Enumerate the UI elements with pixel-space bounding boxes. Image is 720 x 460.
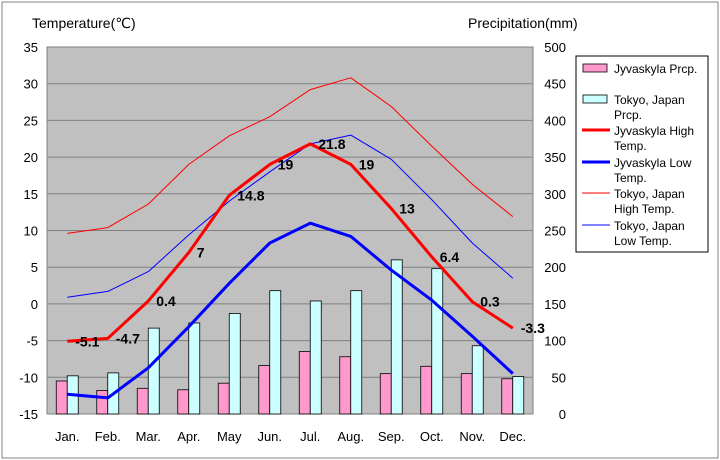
right-tick-label: 50 bbox=[552, 370, 566, 385]
high-temp-data-label: 19 bbox=[278, 156, 294, 172]
right-tick-label: 350 bbox=[544, 150, 566, 165]
right-tick-label: 500 bbox=[544, 40, 566, 55]
right-tick-label: 0 bbox=[559, 407, 566, 422]
legend-label: Jyvaskyla High Temp. bbox=[614, 124, 694, 153]
high-temp-data-label: -3.3 bbox=[521, 320, 545, 336]
gridlines bbox=[47, 83, 533, 378]
right-tick-label: 100 bbox=[544, 334, 566, 349]
tokyo-japan-prcp-bar bbox=[309, 300, 322, 415]
left-tick-label: 15 bbox=[24, 187, 38, 202]
x-tick-label: Nov. bbox=[459, 429, 485, 444]
jyvaskyla-prcp-bar bbox=[298, 351, 311, 415]
right-tick-label: 150 bbox=[544, 297, 566, 312]
jyvaskyla-prcp-bar bbox=[217, 382, 230, 415]
tokyo-japan-prcp-bar bbox=[188, 322, 201, 415]
legend-label: Tokyo, Japan Low Temp. bbox=[614, 219, 685, 248]
jyvaskyla-prcp-bar bbox=[136, 387, 149, 415]
legend-swatch bbox=[582, 94, 608, 104]
left-tick-label: 5 bbox=[31, 260, 38, 275]
lines-layer bbox=[67, 77, 514, 400]
left-tick-label: 30 bbox=[24, 77, 38, 92]
x-tick-label: Feb. bbox=[95, 429, 121, 444]
tokyo-japan-prcp-bar bbox=[390, 259, 403, 415]
left-tick-label: 20 bbox=[24, 150, 38, 165]
right-axis-title: Precipitation(mm) bbox=[468, 15, 578, 31]
right-tick-label: 450 bbox=[544, 77, 566, 92]
left-tick-label: 10 bbox=[24, 224, 38, 239]
jyvaskyla-prcp-bar bbox=[460, 373, 473, 415]
right-tick-label: 400 bbox=[544, 113, 566, 128]
high-temp-data-label: 13 bbox=[399, 200, 415, 216]
left-tick-label: 35 bbox=[24, 40, 38, 55]
high-temp-data-label: 7 bbox=[197, 245, 205, 261]
legend-label: Jyvaskyla Low Temp. bbox=[614, 156, 692, 185]
tokyo-japan-prcp-bar bbox=[147, 327, 160, 415]
x-tick-label: Apr. bbox=[177, 429, 200, 444]
jyvaskyla-prcp-bar bbox=[96, 390, 109, 415]
left-tick-label: -5 bbox=[26, 334, 38, 349]
left-tick-label: -15 bbox=[19, 407, 38, 422]
left-tick-label: -10 bbox=[19, 370, 38, 385]
high-temp-data-label: 0.4 bbox=[156, 293, 176, 309]
tokyo-japan-prcp-bar bbox=[269, 290, 282, 415]
x-tick-label: Sep. bbox=[378, 429, 405, 444]
x-tick-label: Oct. bbox=[420, 429, 444, 444]
x-tick-label: Jun. bbox=[257, 429, 282, 444]
high-temp-data-label: -5.1 bbox=[75, 333, 99, 349]
legend-label: Tokyo, Japan High Temp. bbox=[614, 187, 685, 216]
legend-label: Jyvaskyla Prcp. bbox=[614, 62, 697, 76]
tokyo-japan-prcp-bar bbox=[512, 376, 525, 415]
tokyo-japan-high-temp-line bbox=[67, 77, 514, 234]
tokyo-japan-low-temp-line bbox=[67, 134, 514, 298]
jyvaskyla-low-temp-line bbox=[67, 221, 514, 400]
legend-box bbox=[575, 55, 709, 253]
jyvaskyla-prcp-bar bbox=[501, 378, 514, 415]
tokyo-japan-prcp-bar bbox=[471, 345, 484, 415]
legend-swatch bbox=[582, 63, 608, 73]
jyvaskyla-prcp-bar bbox=[177, 389, 190, 415]
jyvaskyla-prcp-bar bbox=[339, 356, 352, 415]
data-labels-layer: -5.1 -4.7 0.4 7 14.8 19 21.8 19 13 6.4 0.3 -3.3 bbox=[75, 136, 545, 349]
left-axis-title: Temperature(℃) bbox=[32, 15, 136, 31]
x-tick-label: May bbox=[217, 429, 242, 444]
x-axis-ticks: Jan. Feb. Mar. Apr. May Jun. Jul. Aug. Sep. Oct. N… bbox=[55, 429, 526, 444]
high-temp-data-label: 21.8 bbox=[318, 136, 345, 152]
jyvaskyla-prcp-bar bbox=[420, 365, 433, 415]
legend: Jyvaskyla Prcp.Tokyo, Japan Prcp.Jyvaskyl… bbox=[575, 55, 709, 253]
left-tick-label: 25 bbox=[24, 113, 38, 128]
left-axis-ticks: 35 30 25 20 15 10 5 0 -5 -10 -15 bbox=[19, 40, 38, 422]
jyvaskyla-prcp-bar bbox=[379, 373, 392, 415]
high-temp-data-label: 6.4 bbox=[440, 249, 460, 265]
tokyo-japan-prcp-bar bbox=[431, 268, 444, 415]
legend-label: Tokyo, Japan Prcp. bbox=[614, 93, 685, 122]
right-tick-label: 300 bbox=[544, 187, 566, 202]
high-temp-data-label: 19 bbox=[359, 156, 375, 172]
x-tick-label: Aug. bbox=[337, 429, 364, 444]
x-tick-label: Mar. bbox=[136, 429, 161, 444]
jyvaskyla-high-temp-line bbox=[67, 142, 514, 343]
jyvaskyla-prcp-bar bbox=[55, 380, 68, 415]
tokyo-japan-prcp-bar bbox=[350, 290, 363, 415]
jyvaskyla-prcp-bar bbox=[258, 365, 271, 415]
tokyo-japan-prcp-bar bbox=[228, 313, 241, 415]
high-temp-data-label: 0.3 bbox=[480, 294, 500, 310]
x-tick-label: Jan. bbox=[55, 429, 80, 444]
high-temp-data-label: 14.8 bbox=[237, 187, 264, 203]
right-tick-label: 250 bbox=[544, 224, 566, 239]
high-temp-data-label: -4.7 bbox=[116, 330, 140, 346]
right-tick-label: 200 bbox=[544, 260, 566, 275]
x-tick-label: Jul. bbox=[300, 429, 320, 444]
x-tick-label: Dec. bbox=[499, 429, 526, 444]
left-tick-label: 0 bbox=[31, 297, 38, 312]
